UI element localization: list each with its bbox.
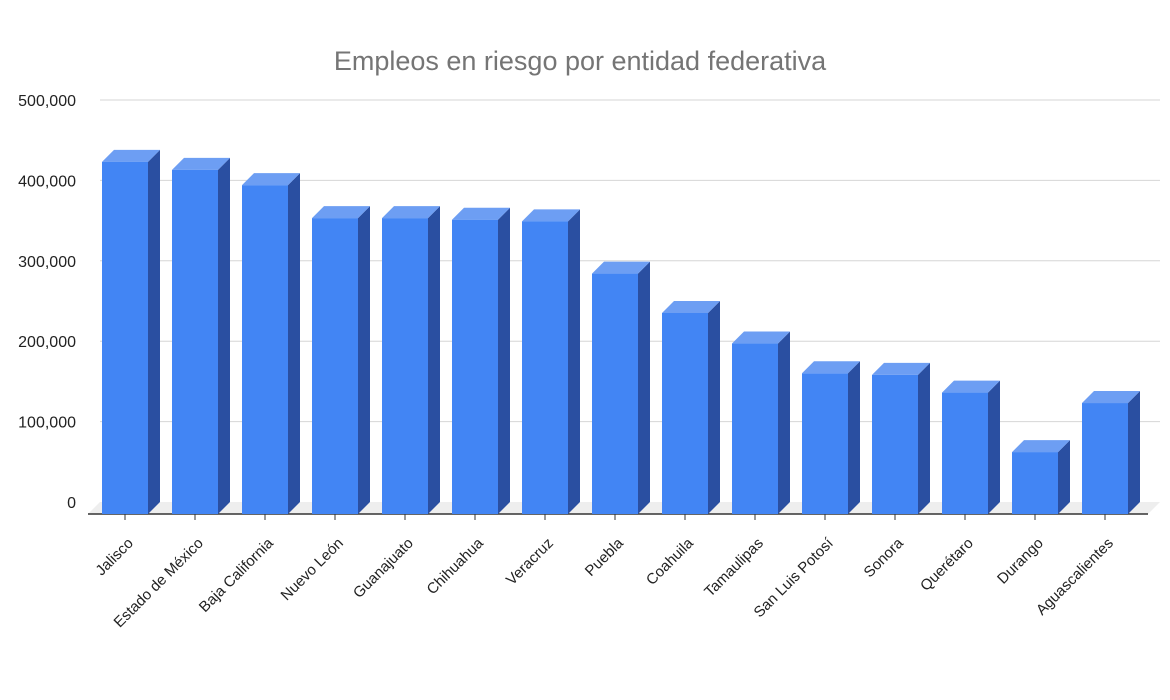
bar-side <box>358 206 370 515</box>
bar <box>872 362 930 514</box>
bar-side <box>988 380 1000 514</box>
bar-top <box>452 207 510 220</box>
bar-side <box>778 331 790 514</box>
bar-front <box>242 185 288 514</box>
bar-top <box>382 206 440 219</box>
bar <box>382 206 440 515</box>
bar-side <box>918 362 930 514</box>
bar <box>452 207 510 514</box>
bar <box>172 157 230 514</box>
bar <box>802 361 860 514</box>
bar-front <box>872 374 918 514</box>
bar-front <box>382 218 428 515</box>
bar-side <box>1058 440 1070 514</box>
bar-side <box>708 301 720 514</box>
bar-front <box>732 343 778 514</box>
bar-side <box>148 149 160 514</box>
bar-top <box>732 331 790 344</box>
bar-side <box>498 207 510 514</box>
bar <box>942 380 1000 514</box>
bar-front <box>592 273 638 514</box>
bar-top <box>242 173 300 186</box>
bar-front <box>102 161 148 514</box>
y-tick-label: 200,000 <box>18 334 76 351</box>
bar-top <box>172 157 230 170</box>
bar <box>102 149 160 514</box>
bar-front <box>1082 403 1128 514</box>
chart-title: Empleos en riesgo por entidad federativa <box>333 46 827 76</box>
x-tick-label: Coahuila <box>643 534 697 588</box>
bar-top <box>592 261 650 274</box>
bar <box>1012 440 1070 514</box>
bar-side <box>218 157 230 514</box>
x-tick-label: Querétaro <box>917 535 977 595</box>
bar-front <box>1012 452 1058 514</box>
bar-side <box>568 209 580 514</box>
bar <box>522 209 580 514</box>
bar <box>312 206 370 515</box>
x-tick-label: Sonora <box>861 534 908 581</box>
bar-top <box>872 362 930 375</box>
bar-front <box>662 313 708 514</box>
y-tick-label: 0 <box>67 495 76 512</box>
y-tick-label: 500,000 <box>18 93 76 110</box>
bar-side <box>428 206 440 515</box>
bar-front <box>452 219 498 514</box>
y-tick-label: 100,000 <box>18 415 76 432</box>
x-tick-label: Durango <box>994 535 1047 588</box>
bar-side <box>1128 391 1140 514</box>
bar-front <box>942 392 988 514</box>
bar <box>592 261 650 514</box>
bar-front <box>312 218 358 515</box>
bar-top <box>662 301 720 313</box>
bar-side <box>288 173 300 514</box>
bar-top <box>522 209 580 222</box>
bar-side <box>848 361 860 514</box>
x-tick-label: Puebla <box>582 534 628 580</box>
bar-side <box>638 261 650 514</box>
x-tick-label: Jalisco <box>92 535 136 579</box>
y-tick-label: 400,000 <box>18 173 76 190</box>
x-tick-label: Nuevo León <box>278 535 347 604</box>
x-tick-label: Chihuahua <box>423 534 487 598</box>
bar-top <box>1082 391 1140 404</box>
x-tick-label: Tamaulipas <box>701 535 767 601</box>
bar-front <box>522 221 568 514</box>
bar <box>242 173 300 514</box>
bar <box>662 301 720 514</box>
bar-front <box>802 373 848 514</box>
bar-top <box>1012 440 1070 453</box>
bar <box>1082 391 1140 514</box>
x-tick-label: Guanajuato <box>350 535 417 602</box>
y-tick-label: 300,000 <box>18 254 76 271</box>
bar-top <box>802 361 860 374</box>
bar-top <box>312 206 370 219</box>
bar-top <box>102 149 160 162</box>
bar-top <box>942 380 1000 393</box>
bar <box>732 331 790 514</box>
x-tick-label: Baja California <box>196 534 277 615</box>
x-tick-label: Veracruz <box>503 535 557 589</box>
bar-front <box>172 169 218 514</box>
